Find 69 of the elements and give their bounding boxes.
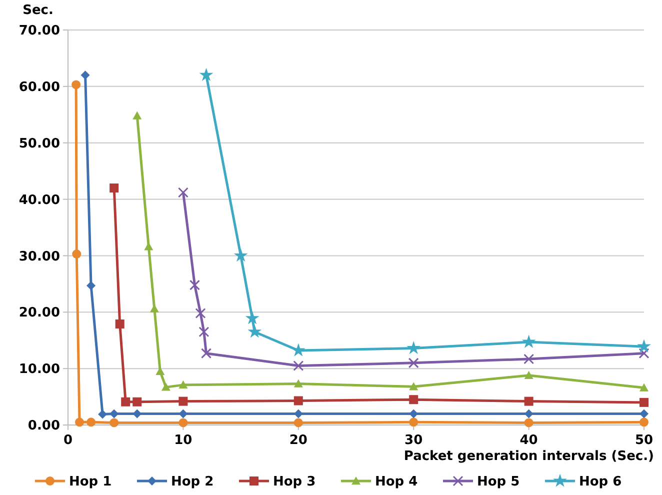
point <box>200 348 212 359</box>
point <box>524 370 534 379</box>
point <box>80 70 90 80</box>
x-tick-label: 10 <box>174 433 192 448</box>
point <box>195 308 206 319</box>
point <box>294 418 303 428</box>
point <box>132 397 142 406</box>
point <box>86 281 96 290</box>
point <box>409 395 418 404</box>
point <box>121 397 130 406</box>
point <box>640 409 648 418</box>
point <box>408 358 419 368</box>
point <box>522 334 536 348</box>
y-tick-label: 50.00 <box>18 136 60 152</box>
point <box>294 396 303 406</box>
point <box>640 418 648 427</box>
point <box>248 324 262 338</box>
x-tick-label: 50 <box>634 433 654 448</box>
y-axis-title: Sec. <box>22 3 54 18</box>
point <box>199 68 214 82</box>
point <box>72 250 82 259</box>
x-axis-title: Packet generation intervals (Sec.) <box>404 449 654 464</box>
point <box>294 379 303 388</box>
x-tick-label: 0 <box>63 433 73 448</box>
point <box>293 360 304 371</box>
point <box>178 380 188 389</box>
legend-label: Hop 3 <box>273 474 316 490</box>
point <box>291 343 306 356</box>
point <box>110 418 119 428</box>
x-tick-label: 30 <box>404 433 423 448</box>
point <box>132 111 142 120</box>
point <box>75 418 84 427</box>
point <box>524 354 534 364</box>
legend-label: Hop 6 <box>579 474 622 490</box>
y-tick-label: 10.00 <box>18 362 60 378</box>
y-tick-label: 40.00 <box>18 192 60 208</box>
point <box>178 396 188 406</box>
point <box>161 382 170 391</box>
point <box>178 187 188 198</box>
y-tick-label: 60.00 <box>18 80 60 95</box>
point <box>637 339 651 352</box>
y-tick-label: 0.00 <box>28 418 60 434</box>
point <box>72 80 81 90</box>
point <box>406 340 421 354</box>
point <box>524 418 534 428</box>
point <box>640 398 648 407</box>
legend-label: Hop 2 <box>171 474 214 490</box>
point <box>409 418 418 427</box>
point <box>110 184 119 192</box>
x-tick-label: 20 <box>289 433 308 448</box>
x-tick-label: 40 <box>520 433 538 448</box>
legend-label: Hop 4 <box>375 474 418 490</box>
point <box>178 418 188 428</box>
point <box>524 396 534 406</box>
y-tick-label: 70.00 <box>18 24 60 39</box>
point <box>198 326 210 338</box>
point <box>115 319 124 328</box>
point <box>86 418 96 427</box>
point <box>245 311 260 324</box>
point <box>640 383 648 392</box>
point <box>409 382 418 390</box>
point <box>234 248 248 262</box>
y-tick-label: 30.00 <box>18 249 60 264</box>
point <box>189 280 200 290</box>
point <box>638 348 650 359</box>
point <box>98 410 108 419</box>
legend-label: Hop 1 <box>69 474 112 490</box>
legend-label: Hop 5 <box>477 474 520 490</box>
y-tick-label: 20.00 <box>18 306 60 321</box>
